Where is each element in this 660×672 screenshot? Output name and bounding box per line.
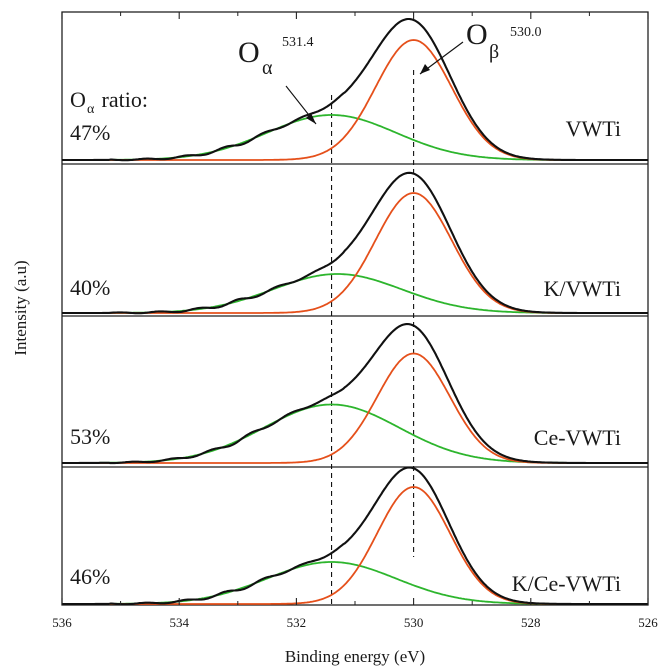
curve-envelope-4 bbox=[62, 466, 648, 606]
o-alpha-ratio-2: 40% bbox=[70, 275, 110, 300]
x-axis-ticks: 536 534 532 530 528 526 bbox=[52, 12, 658, 630]
sample-label-4: K/Ce-VWTi bbox=[512, 571, 621, 596]
o-beta-symbol: O bbox=[466, 18, 488, 51]
panels-layer bbox=[62, 163, 648, 468]
o-alpha-annotation: O α 531.4 bbox=[238, 35, 317, 125]
o-beta-subscript: β bbox=[489, 41, 499, 63]
o-beta-energy: 530.0 bbox=[510, 25, 542, 40]
o-alpha-symbol: O bbox=[238, 36, 260, 69]
ratio-header-symbol: O bbox=[70, 87, 86, 112]
o-beta-annotation: O β 530.0 bbox=[419, 18, 542, 75]
x-tick-label: 532 bbox=[287, 615, 307, 630]
plot-frame bbox=[61, 11, 649, 606]
ratio-header-text: ratio: bbox=[96, 87, 148, 112]
curve-envelope-3 bbox=[62, 322, 648, 465]
o-alpha-energy: 531.4 bbox=[282, 35, 314, 50]
o-beta-arrowhead bbox=[420, 64, 430, 74]
o-alpha-arrowhead bbox=[306, 113, 316, 124]
x-axis-title: Binding energy (eV) bbox=[285, 647, 425, 666]
curve-envelope-2 bbox=[62, 171, 648, 315]
x-tick-label: 530 bbox=[404, 615, 424, 630]
sample-label-1: VWTi bbox=[566, 116, 621, 141]
o-alpha-subscript: α bbox=[262, 57, 273, 79]
labels-layer: VWTi 47% K/VWTi 40% Ce-VWTi 53% K/Ce-VWTi 46% bbox=[70, 116, 621, 596]
x-tick-label: 536 bbox=[52, 615, 72, 630]
ratio-header-subscript: α bbox=[87, 102, 95, 117]
curve-o-beta-1 bbox=[62, 39, 648, 161]
reference-lines bbox=[331, 70, 415, 605]
o-alpha-ratio-4: 46% bbox=[70, 564, 110, 589]
curve-envelope-1 bbox=[62, 17, 648, 162]
x-tick-label: 526 bbox=[638, 615, 658, 630]
o-alpha-ratio-1: 47% bbox=[70, 120, 110, 145]
y-axis-title: Intensity (a.u) bbox=[11, 260, 30, 355]
ratio-header: O α ratio: bbox=[70, 87, 148, 117]
o-alpha-ratio-3: 53% bbox=[70, 424, 110, 449]
sample-label-3: Ce-VWTi bbox=[534, 425, 621, 450]
x-tick-label: 528 bbox=[521, 615, 541, 630]
curves-layer bbox=[62, 17, 648, 606]
x-tick-label: 534 bbox=[169, 615, 189, 630]
sample-label-2: K/VWTi bbox=[544, 276, 621, 301]
